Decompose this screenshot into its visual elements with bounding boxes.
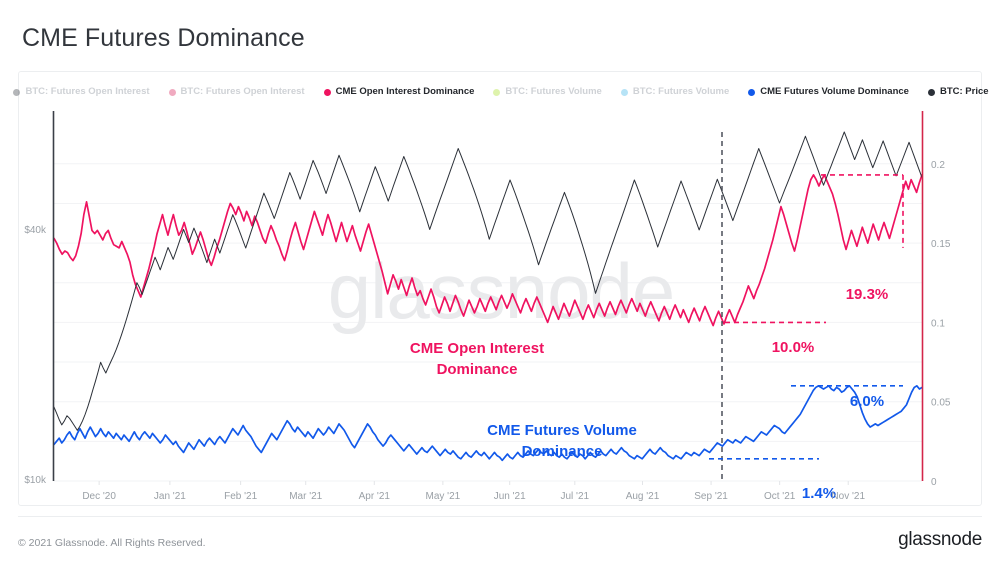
x-axis-ticks: Dec '20 Jan '21 Feb '21 Mar '21 Apr '21 May '… — [82, 481, 865, 502]
legend-item-label: CME Open Interest Dominance — [335, 86, 475, 97]
left-axis-ticks: $40k $10k — [24, 225, 47, 486]
series-line-0 — [53, 174, 923, 327]
legend-dot-icon — [620, 88, 628, 96]
legend-item-label: BTC: Futures Open Interest — [180, 86, 305, 97]
legend-dot-icon — [168, 88, 176, 96]
legend-dot-icon — [927, 88, 935, 96]
page-title: CME Futures Dominance — [22, 24, 305, 52]
x-tick-label: May '21 — [426, 491, 461, 502]
glassnode-logo: glassnode — [898, 529, 982, 550]
x-tick-label: Mar '21 — [289, 491, 322, 502]
x-tick-label: Jul '21 — [561, 491, 590, 502]
series-line-1 — [53, 384, 923, 462]
legend-item-1[interactable]: BTC: Futures Open Interest — [168, 86, 305, 98]
x-tick-label: Apr '21 — [359, 491, 391, 502]
watermark: glassnode — [328, 247, 675, 335]
right-tick-label: 0.2 — [931, 160, 945, 171]
x-tick-label: Feb '21 — [224, 491, 257, 502]
gridlines — [54, 163, 922, 482]
chart-card: BTC: Futures Open Interest BTC: Futures O… — [13, 71, 989, 506]
x-tick-label: Aug '21 — [626, 491, 660, 502]
legend-item-label: BTC: Futures Volume — [632, 86, 730, 97]
copyright-text: © 2021 Glassnode. All Rights Reserved. — [18, 537, 206, 549]
chart-legend: BTC: Futures Open Interest BTC: Futures O… — [13, 82, 989, 102]
oi-high-callout: 19.3% — [846, 286, 889, 303]
legend-dot-icon — [323, 88, 331, 96]
x-tick-label: Nov '21 — [831, 491, 865, 502]
vol-low-callout: 1.4% — [802, 485, 836, 502]
x-tick-label: Oct '21 — [764, 491, 796, 502]
right-tick-label: 0.1 — [931, 318, 945, 329]
cme-vol-dominance-label: CME Futures Volume Dominance — [487, 422, 637, 460]
legend-item-label: BTC: Price — [939, 86, 989, 97]
x-tick-label: Sep '21 — [694, 491, 728, 502]
plot-area: glassnode CME Open Interest Dominance CME … — [19, 106, 983, 506]
series-lines — [53, 131, 923, 462]
right-tick-label: 0 — [931, 477, 937, 488]
legend-item-0[interactable]: BTC: Futures Open Interest — [13, 86, 150, 98]
legend-dot-icon — [493, 88, 501, 96]
x-tick-label: Jan '21 — [154, 491, 186, 502]
right-tick-label: 0.15 — [931, 239, 951, 250]
annotations-group: CME Open Interest Dominance CME Futures Vo… — [410, 174, 904, 502]
chart-svg: glassnode CME Open Interest DominanceCME … — [24, 111, 951, 502]
oi-low-callout: 10.0% — [772, 339, 815, 356]
right-tick-label: 0.05 — [931, 398, 951, 409]
left-tick-label: $40k — [24, 225, 47, 236]
page-footer: © 2021 Glassnode. All Rights Reserved. g… — [18, 516, 982, 560]
legend-dot-icon — [748, 88, 756, 96]
legend-item-2[interactable]: CME Open Interest Dominance — [323, 86, 475, 98]
series-line-2 — [53, 131, 923, 431]
legend-item-label: BTC: Futures Open Interest — [25, 86, 150, 97]
x-tick-label: Jun '21 — [494, 491, 526, 502]
cme-oi-dominance-label: CME Open Interest Dominance — [410, 340, 544, 378]
legend-item-label: BTC: Futures Volume — [505, 86, 602, 97]
x-tick-label: Dec '20 — [82, 491, 116, 502]
vol-high-callout: 6.0% — [850, 393, 884, 410]
legend-dot-icon — [13, 88, 21, 96]
legend-item-6[interactable]: BTC: Price — [927, 86, 989, 98]
legend-item-5[interactable]: CME Futures Volume Dominance — [748, 86, 909, 98]
left-tick-label: $10k — [24, 475, 47, 486]
legend-item-label: CME Futures Volume Dominance — [760, 86, 909, 97]
legend-item-4[interactable]: BTC: Futures Volume — [620, 86, 730, 98]
right-axis-ticks: 0.2 0.15 0.1 0.05 0 — [931, 160, 951, 488]
legend-item-3[interactable]: BTC: Futures Volume — [493, 86, 602, 98]
